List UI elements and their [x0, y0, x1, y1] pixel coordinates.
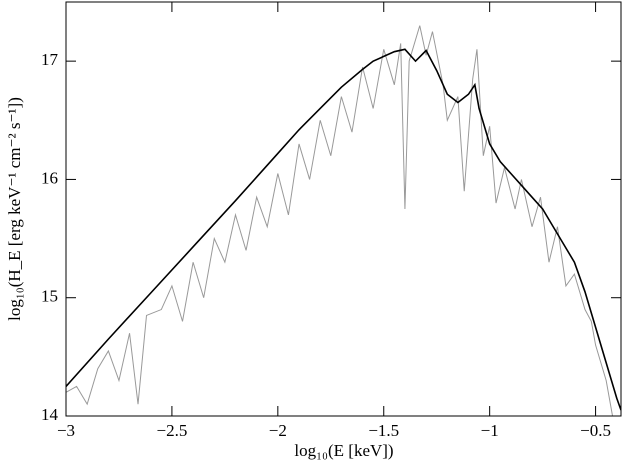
y-tick-label: 16: [41, 168, 58, 187]
plot-frame: [65, 1, 622, 417]
x-tick-label: −2.5: [156, 421, 187, 440]
y-axis-label: log₁₀(H_E [erg keV⁻¹ cm⁻² s⁻¹]): [5, 97, 24, 321]
x-tick-label: −0.5: [580, 421, 611, 440]
y-tick-label: 15: [41, 287, 58, 306]
spectrum-line: [66, 48, 621, 411]
x-axis-label: log₁₀(E [keV]): [294, 441, 393, 460]
y-tick-label: 14: [41, 405, 59, 424]
y-tick-label: 17: [41, 50, 59, 69]
x-tick-label: −3: [57, 421, 75, 440]
plot-area: [66, 25, 621, 416]
x-tick-label: −2: [269, 421, 287, 440]
spectrum-line: [66, 25, 614, 416]
x-tick-label: −1: [481, 421, 499, 440]
x-tick-label: −1.5: [368, 421, 399, 440]
